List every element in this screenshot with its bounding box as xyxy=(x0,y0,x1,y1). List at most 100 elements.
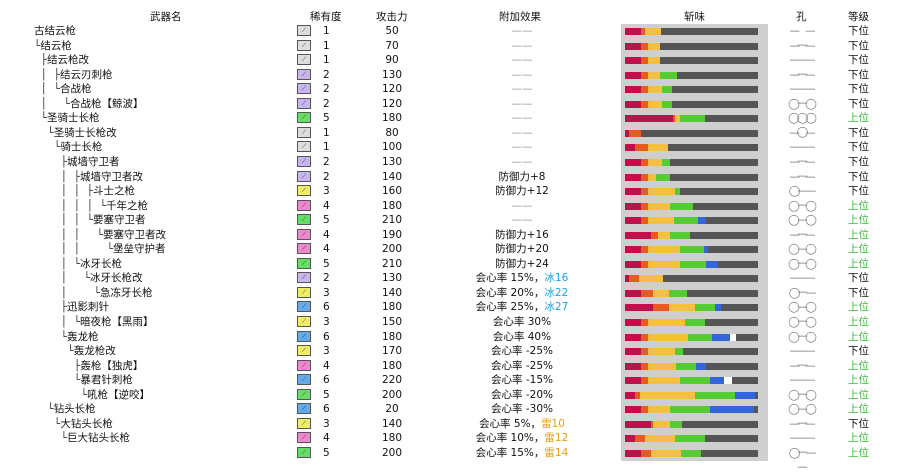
tree-connector: │ ├ xyxy=(34,170,81,183)
weapon-name: ├迅影刺针 xyxy=(34,300,109,314)
table-row[interactable]: │ │ └要塞守卫者改 ⟋ 4 190 防御力+16— — — 上位 xyxy=(0,227,921,255)
sharpness-bar xyxy=(625,362,758,370)
bonus-text: —— xyxy=(511,25,533,37)
sharpness-segment-blue xyxy=(696,362,706,370)
sharpness-segment-yellow xyxy=(648,246,680,254)
element-value: 冰16 xyxy=(544,272,569,285)
weapon-name: │ └急冻牙长枪 xyxy=(34,286,153,300)
rarity-lance-icon: ⟋ xyxy=(297,345,311,357)
weapon-name-text: 轰龙枪 xyxy=(67,330,99,343)
bonus-text: 会心率 -25% xyxy=(491,345,553,358)
sharpness-segment-green xyxy=(680,115,705,123)
sharpness-gauge xyxy=(621,111,768,127)
slots-value: — — — xyxy=(789,432,817,459)
sharpness-segment-green xyxy=(695,304,715,312)
table-row[interactable]: ├迅影刺针 ⟋ 6 180 会心率 25%，冰27 ◯ ◯ — 上位 xyxy=(0,300,921,327)
weapon-name: │ ├城墙守卫者改 xyxy=(34,170,143,184)
bonus-effect: 会心率 -25% xyxy=(452,359,592,373)
sharpness-bar xyxy=(625,275,758,283)
sharpness-segment-yellow xyxy=(648,71,660,79)
table-row[interactable]: └暴君针刺枪 ⟋ 6 220 会心率 -15% — — — 上位 xyxy=(0,373,921,400)
table-row[interactable]: │ └冰牙长枪 ⟋ 5 210 防御力+24 ◯ ◯ — 上位 xyxy=(0,256,921,284)
sharpness-segment-red xyxy=(625,144,635,152)
table-row[interactable]: └钻头长枪 ⟋ 6 20 会心率 -30% ◯ ◯ — 上位 xyxy=(0,402,921,429)
sharpness-bar xyxy=(625,420,758,428)
rarity-value: 2 xyxy=(323,272,330,285)
table-row[interactable]: └圣骑士长枪改 ⟋ 1 80 —— — — — 下位 xyxy=(0,125,921,153)
table-row[interactable]: │ │ └堡垒守护者 ⟋ 4 200 防御力+20 ◯ ◯ — 上位 xyxy=(0,242,921,269)
sharpness-segment-green xyxy=(670,202,693,210)
bonus-effect: —— xyxy=(452,155,592,169)
sharpness-segment-green xyxy=(685,319,705,326)
sharpness-segment-green xyxy=(681,449,701,457)
weapon-name-text: 圣骑士长枪 xyxy=(47,112,100,125)
sharpness-segment-yellow xyxy=(648,188,675,196)
table-row[interactable]: └轰龙枪改 ⟋ 3 170 会心率 -25% — — — 下位 xyxy=(0,344,921,371)
sharpness-segment-orange xyxy=(641,377,648,385)
table-row[interactable]: ├结云枪改 ⟋ 1 90 —— — — — 下位 xyxy=(0,53,921,80)
weapon-name-text: 暗夜枪【黑雨】 xyxy=(80,316,154,328)
attack-value: 160 xyxy=(381,185,403,198)
table-row[interactable]: │ └冰牙长枪改 ⟋ 2 130 会心率 15%，冰16 — — — 下位 xyxy=(0,271,921,298)
attack-value: 130 xyxy=(381,68,403,81)
slots-value: — — — xyxy=(789,170,817,197)
table-row[interactable]: └大钻头长枪 ⟋ 3 140 会心率 5%，雷10— — — 下位 xyxy=(0,416,921,444)
table-row[interactable]: 古结云枪 ⟋ 1 50 —— — — — 下位 xyxy=(0,24,921,51)
weapon-name: └轰龙枪改 xyxy=(34,344,115,358)
sharpness-gauge xyxy=(621,329,768,345)
sharpness-bar xyxy=(625,115,758,123)
bonus-text: 会心率 20%， xyxy=(475,286,545,299)
table-row[interactable]: └吼枪【逆咬】 ⟋ 5 200 会心率 -20% ◯ ◯ — 上位 xyxy=(0,387,921,415)
grade-value: 上位 xyxy=(848,359,869,372)
table-row[interactable]: │ ├结云刃刺枪 ⟋ 2 130 —— — — — 下位 xyxy=(0,67,921,95)
table-row[interactable]: └骑士长枪 ⟋ 1 100 —— — — — 下位 xyxy=(0,140,921,167)
table-row[interactable]: │ │ └要塞守卫者 ⟋ 5 210 —— ◯ ◯ — 上位 xyxy=(0,213,921,240)
table-row[interactable]: │ │ ├斗士之枪 ⟋ 3 160 防御力+12 ◯ — — 下位 xyxy=(0,184,921,211)
table-row[interactable]: └圣骑士长枪 ⟋ 5 180 —— ◯ ◯ ◯ 上位 xyxy=(0,111,921,138)
sharpness-segment-orange xyxy=(641,362,648,370)
table-row[interactable]: │ └合战枪【鲸波】 ⟋ 2 120 —— ◯ ◯ ◯ 下位 xyxy=(0,96,921,124)
sharpness-segment-orange xyxy=(641,86,648,94)
bonus-text: —— xyxy=(511,54,533,67)
table-row[interactable]: ├城墙守卫者 ⟋ 2 130 —— — — — 下位 xyxy=(0,154,921,182)
table-row[interactable]: │ ├城墙守卫者改 ⟋ 2 140 防御力+8 — — — 下位 xyxy=(0,169,921,197)
table-row[interactable]: │ │ │ └千年之枪 ⟋ 4 180 —— ◯ ◯ — 上位 xyxy=(0,198,921,226)
table-row[interactable]: │ └急冻牙长枪 ⟋ 3 140 会心率 20%，冰22 ◯ — — 下位 xyxy=(0,285,921,313)
slots-value: ◯ ◯ — xyxy=(788,214,818,241)
table-row[interactable]: └结云枪 ⟋ 1 70 —— — — — 下位 xyxy=(0,38,921,66)
sharpness-segment-orange xyxy=(641,246,648,254)
sharpness-gauge xyxy=(621,285,768,301)
rarity-lance-icon: ⟋ xyxy=(297,359,311,371)
weapon-name: │ └合战枪【鲸波】 xyxy=(34,97,144,111)
sharpness-segment-red xyxy=(625,420,651,428)
sharpness-segment-white xyxy=(724,377,732,385)
weapon-name-text: 斗士之枪 xyxy=(93,185,136,198)
bonus-text: 会心率 25%， xyxy=(475,301,545,314)
weapon-name-text: 千年之枪 xyxy=(106,199,149,212)
table-row[interactable]: └巨大钻头长枪 ⟋ 4 180 会心率 10%，雷12 — — — 上位 xyxy=(0,431,921,458)
attack-value: 200 xyxy=(381,446,403,459)
table-row[interactable]: ⟋ 5 200 会心率 15%，雷14 ◯ — — 上位 xyxy=(0,445,921,473)
tree-connector: │ ├ xyxy=(34,68,60,81)
tree-connector: │ │ │ └ xyxy=(34,199,107,212)
table-row[interactable]: └轰龙枪 ⟋ 6 180 会心率 40% ◯ ◯ — 上位 xyxy=(0,329,921,357)
sharpness-bar xyxy=(625,289,758,297)
sharpness-gauge xyxy=(621,184,768,200)
table-row[interactable]: │ └合战枪 ⟋ 2 120 —— — — — 下位 xyxy=(0,82,921,109)
slots-value: — — — xyxy=(789,272,817,299)
bonus-effect: 会心率 15%，雷14 xyxy=(452,446,592,460)
rarity-lance-icon: ⟋ xyxy=(297,68,311,80)
table-row[interactable]: ├轰枪【独虎】 ⟋ 4 180 会心率 -25% — — — 上位 xyxy=(0,358,921,386)
table-row[interactable]: │ └暗夜枪【黑雨】 ⟋ 3 150 会心率 30% ◯ ◯ — 上位 xyxy=(0,315,921,342)
tree-connector: │ └ xyxy=(34,272,91,285)
weapon-name: │ ├结云刃刺枪 xyxy=(34,68,113,82)
bonus-effect: —— xyxy=(452,126,592,140)
tree-connector: ├ xyxy=(34,54,47,67)
sharpness-segment-orange xyxy=(641,348,648,356)
bonus-effect: —— xyxy=(452,199,592,213)
sharpness-segment-white xyxy=(730,333,736,341)
tree-connector: └ xyxy=(34,388,88,401)
sharpness-bar xyxy=(625,333,758,341)
rarity-value: 3 xyxy=(323,286,330,299)
sharpness-segment-green xyxy=(675,348,683,356)
